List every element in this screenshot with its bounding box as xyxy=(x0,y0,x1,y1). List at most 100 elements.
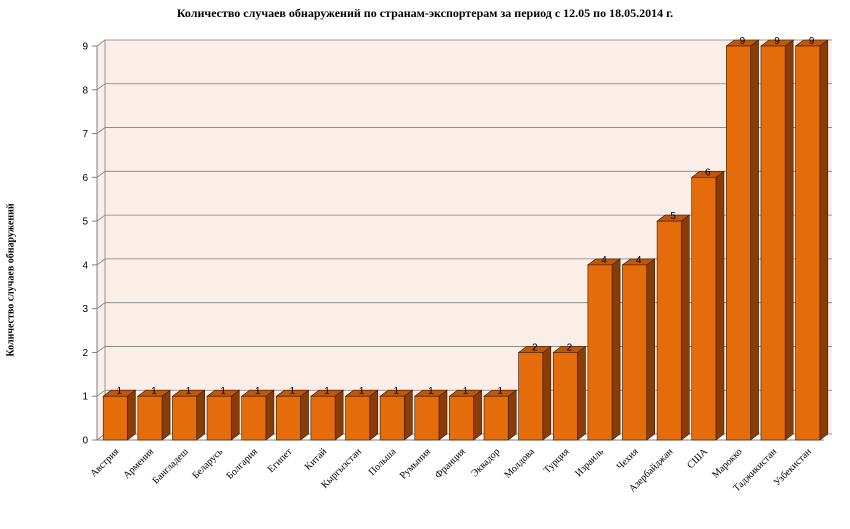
category-label: США xyxy=(685,446,710,471)
bar xyxy=(586,258,621,441)
bar-front xyxy=(172,395,197,441)
category-label: Узбекистан xyxy=(772,446,815,489)
bar-front xyxy=(345,395,371,441)
y-tick-label: 2 xyxy=(82,348,88,359)
data-label: 1 xyxy=(290,386,296,397)
bar-front xyxy=(137,395,163,441)
data-label: 5 xyxy=(670,211,676,222)
bar xyxy=(517,345,552,441)
bar-side xyxy=(473,389,482,441)
data-label: 1 xyxy=(463,386,469,397)
bar xyxy=(794,39,829,441)
bar xyxy=(621,258,656,441)
category-label: Румыния xyxy=(398,446,433,481)
y-tick-label: 5 xyxy=(82,217,88,228)
y-tick-label: 0 xyxy=(82,436,88,447)
bar-front xyxy=(587,264,613,441)
y-tick-label: 7 xyxy=(82,129,88,140)
bar-side xyxy=(611,258,621,441)
data-label: 1 xyxy=(220,386,226,397)
data-label: 9 xyxy=(774,36,780,47)
category-label: Чехия xyxy=(615,446,641,472)
bar xyxy=(240,389,275,441)
bar-front xyxy=(275,395,301,441)
bar xyxy=(725,39,760,441)
bar-side xyxy=(681,214,690,441)
bar-side xyxy=(750,39,759,441)
y-tick-label: 9 xyxy=(82,42,88,53)
bar-front xyxy=(241,395,267,441)
bar-front xyxy=(414,395,440,441)
data-label: 1 xyxy=(255,386,261,397)
bar-front xyxy=(449,395,474,441)
bar xyxy=(102,389,137,441)
bar xyxy=(136,389,171,441)
bars xyxy=(102,39,829,441)
data-label: 4 xyxy=(636,255,642,266)
y-tick-labels: 0 1 2 3 4 5 6 7 8 9 xyxy=(82,42,88,447)
bar xyxy=(379,389,414,441)
chart-title: Количество случаев обнаружений по страна… xyxy=(176,6,674,20)
category-label: Египет xyxy=(266,446,295,475)
bar xyxy=(206,389,241,441)
bar-side xyxy=(300,389,309,441)
bar xyxy=(483,389,518,441)
bar-front xyxy=(691,177,717,441)
bar-side xyxy=(196,389,205,441)
data-label: 1 xyxy=(186,386,192,397)
bar xyxy=(760,39,795,441)
bar-front xyxy=(483,395,509,441)
bar-side xyxy=(334,389,344,441)
bar-front xyxy=(656,220,682,441)
y-tick-label: 3 xyxy=(82,304,88,315)
bar-side xyxy=(438,389,448,441)
bar xyxy=(656,214,691,441)
category-label: Польша xyxy=(367,446,399,478)
category-label: Эквадор xyxy=(469,446,502,479)
data-label: 6 xyxy=(705,167,711,178)
category-label: Болгария xyxy=(224,446,260,482)
bar-side xyxy=(784,39,794,441)
data-label: 9 xyxy=(740,36,746,47)
data-label: 1 xyxy=(151,386,157,397)
data-label: 2 xyxy=(532,342,538,353)
bar-side xyxy=(369,389,379,441)
y-tick-label: 8 xyxy=(82,85,88,96)
data-label: 2 xyxy=(567,342,573,353)
bar-side xyxy=(265,389,275,441)
bar-front xyxy=(552,352,578,441)
bar-side xyxy=(404,389,413,441)
bar-front xyxy=(310,395,336,441)
bar xyxy=(448,389,483,441)
data-label: 1 xyxy=(359,386,365,397)
category-label: Китай xyxy=(303,446,330,473)
y-tick-label: 6 xyxy=(82,173,88,184)
category-label: Бангладеш xyxy=(151,446,191,486)
category-label: Молдова xyxy=(502,446,537,481)
data-label: 9 xyxy=(809,36,815,47)
data-labels: 1 1 1 1 1 1 1 1 1 1 1 1 2 2 4 4 5 6 9 9 9 xyxy=(117,36,815,397)
bar-front xyxy=(102,395,128,441)
bar-side xyxy=(127,389,136,441)
bar-front xyxy=(379,395,405,441)
data-label: 1 xyxy=(393,386,399,397)
bar xyxy=(690,170,725,441)
data-label: 1 xyxy=(324,386,330,397)
bar-side xyxy=(507,389,517,441)
bar-side xyxy=(542,345,552,441)
category-label: Турция xyxy=(542,446,572,476)
data-label: 1 xyxy=(428,386,434,397)
y-tick-label: 4 xyxy=(82,260,88,271)
y-tick-label: 1 xyxy=(82,392,88,403)
category-label: Австрия xyxy=(88,446,121,479)
category-label: Армения xyxy=(121,446,156,481)
bar-side xyxy=(577,345,586,441)
data-label: 4 xyxy=(601,255,607,266)
bar-side xyxy=(230,389,240,441)
bar-side xyxy=(715,170,725,441)
bar-front xyxy=(518,352,544,441)
bar-side xyxy=(161,389,171,441)
bar-front xyxy=(760,45,786,441)
